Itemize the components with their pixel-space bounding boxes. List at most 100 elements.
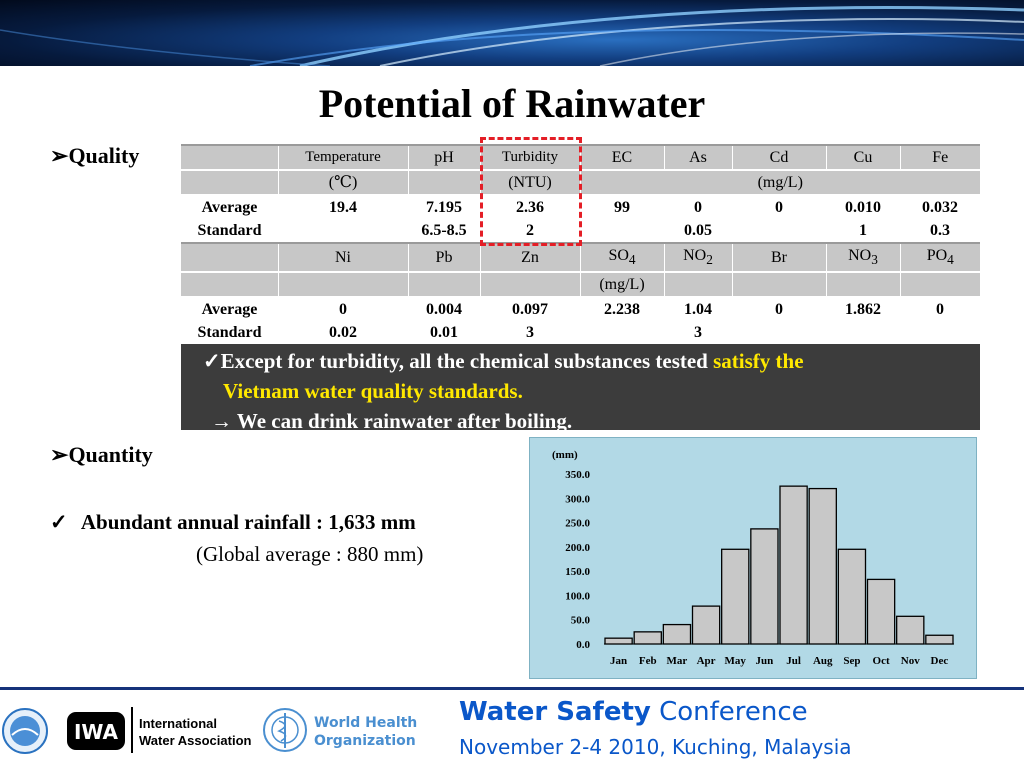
table-cell: 99 [580, 195, 664, 219]
table-cell: 7.195 [408, 195, 480, 219]
table-header-cell: Turbidity [479, 144, 580, 170]
global-average-text: (Global average : 880 mm) [196, 542, 424, 566]
y-tick-label: 350.0 [565, 469, 590, 481]
x-tick-label: Jun [756, 655, 774, 667]
chem-symbol: SO [608, 247, 629, 264]
table-header-cell: Zn [479, 241, 580, 273]
y-tick-label: 100.0 [565, 590, 590, 602]
quantity-bullet: ➢Quantity [50, 442, 153, 468]
chem-subscript: 2 [706, 252, 713, 268]
bar-mar [662, 623, 692, 645]
table-cell [900, 321, 980, 345]
table-cell: 0.004 [408, 297, 480, 322]
chem-subscript: 3 [871, 252, 878, 268]
note-highlight: satisfy the [713, 349, 804, 373]
table-header-row: Ni Pb Zn SO 4 NO2 Br NO 3 PO4 [181, 241, 980, 273]
quality-bullet: ➢Quality [50, 143, 139, 169]
unit-cell: (℃) [277, 170, 408, 195]
table-cell: 0.05 [664, 219, 732, 243]
table-row: Average 0 0.004 0.097 2.238 1.04 0 1.862… [181, 297, 980, 322]
table-cell: 1.862 [826, 297, 900, 322]
y-tick-label: 250.0 [565, 518, 590, 530]
table-cell: 0.010 [826, 195, 900, 219]
table-cell: 3 [480, 321, 580, 345]
chart-unit-label: (mm) [552, 449, 578, 461]
table-cell: 0 [278, 297, 408, 322]
table-cell: 3 [664, 321, 732, 345]
bar-jan [604, 637, 633, 645]
x-tick-label: Mar [667, 655, 688, 667]
footer-divider [0, 687, 1024, 690]
table-cell: 0.01 [408, 321, 480, 345]
who-name-line-2: Organization [314, 733, 416, 749]
conference-title-rest: Conference [650, 697, 808, 727]
x-tick-label: Jan [610, 655, 627, 667]
table-cell: Average [181, 297, 278, 322]
table-header-cell: Temperature [277, 144, 408, 170]
table-cell: 0 [732, 297, 826, 322]
note-line-3: → We can drink rainwater after boiling. [211, 409, 573, 433]
x-tick-label: Sep [843, 655, 860, 667]
table-cell: Average [181, 195, 278, 219]
table-row: Average 19.4 7.195 2.36 99 0 0 0.010 0.0… [181, 195, 980, 219]
table-header-cell: Cu [825, 144, 900, 170]
x-tick-label: Feb [639, 655, 657, 667]
water-quality-table: Temperature pH Turbidity EC As Cd Cu Fe … [181, 144, 980, 345]
table-header-cell: NO2 [663, 241, 732, 273]
note-text: Except for turbidity, all the chemical s… [220, 349, 714, 373]
who-name-line-1: World Health [314, 715, 417, 731]
rainfall-chart: (mm) 0.0 50.0 100.0 150.0 200.0 250.0 300.0 350.… [529, 437, 977, 679]
bar-feb [633, 631, 662, 645]
table-cell [826, 321, 900, 345]
y-tick-label: 300.0 [565, 493, 590, 505]
x-tick-label: Jul [786, 655, 801, 667]
header-banner [0, 0, 1024, 66]
quantity-label: Quantity [68, 442, 153, 467]
table-header-cell: Pb [407, 241, 480, 273]
slide-title: Potential of Rainwater [318, 81, 706, 126]
chem-subscript: 4 [947, 252, 954, 268]
rainfall-bar-chart: (mm) 0.0 50.0 100.0 150.0 200.0 250.0 300.0 350.… [552, 449, 954, 667]
table-cell: 0.032 [900, 195, 980, 219]
note-line-1: ✓Except for turbidity, all the chemical … [203, 346, 980, 376]
rainfall-text: Abundant annual rainfall : 1,633 mm [80, 510, 416, 534]
unit-cell: (NTU) [479, 170, 580, 195]
conference-title: Water Safety Conference [459, 697, 808, 727]
table-header-cell: Ni [277, 241, 408, 273]
table-cell: 6.5-8.5 [408, 219, 480, 243]
table-cell [580, 321, 664, 345]
table-header-cell: pH [407, 144, 480, 170]
table-cell: Standard [181, 321, 278, 345]
table-header-cell: Br [731, 241, 826, 273]
bar-nov [896, 615, 925, 645]
y-tick-label: 150.0 [565, 566, 590, 578]
table-cell [732, 219, 826, 243]
iwa-name-line-2: Water Association [139, 733, 252, 748]
rainfall-line: ✓ Abundant annual rainfall : 1,633 mm [50, 510, 416, 535]
table-row: Standard 0.02 0.01 3 3 [181, 321, 980, 345]
table-row: Standard 6.5-8.5 2 0.05 1 0.3 [181, 219, 980, 243]
y-tick-label: 50.0 [571, 615, 591, 627]
arrow-bullet-icon: ➢ [50, 143, 69, 168]
iwa-name-line-1: International [139, 716, 217, 731]
table-header-cell: Cd [731, 144, 826, 170]
x-tick-label: Aug [813, 655, 833, 667]
vwsa-logo-icon [2, 708, 48, 754]
y-tick-label: 0.0 [576, 639, 590, 651]
table-header-cell: PO4 [899, 241, 980, 273]
chem-symbol: NO [683, 247, 707, 264]
footer-logos: IWA International Water Association Worl… [2, 707, 417, 754]
bar-jul [779, 485, 808, 645]
quality-label: Quality [68, 143, 140, 168]
x-tick-label: Oct [873, 655, 890, 667]
svg-text:IWA: IWA [74, 720, 119, 744]
conference-date: November 2-4 2010, Kuching, Malaysia [459, 735, 852, 759]
table-cell: 0 [900, 297, 980, 322]
check-icon: ✓ [203, 349, 221, 373]
note-line-2: Vietnam water quality standards. [223, 379, 523, 403]
table-cell: 0.02 [278, 321, 408, 345]
table-header-cell: EC [579, 144, 664, 170]
check-icon: ✓ [50, 510, 68, 534]
quality-note-box: ✓Except for turbidity, all the chemical … [181, 344, 980, 433]
x-tick-label: Dec [931, 655, 949, 667]
